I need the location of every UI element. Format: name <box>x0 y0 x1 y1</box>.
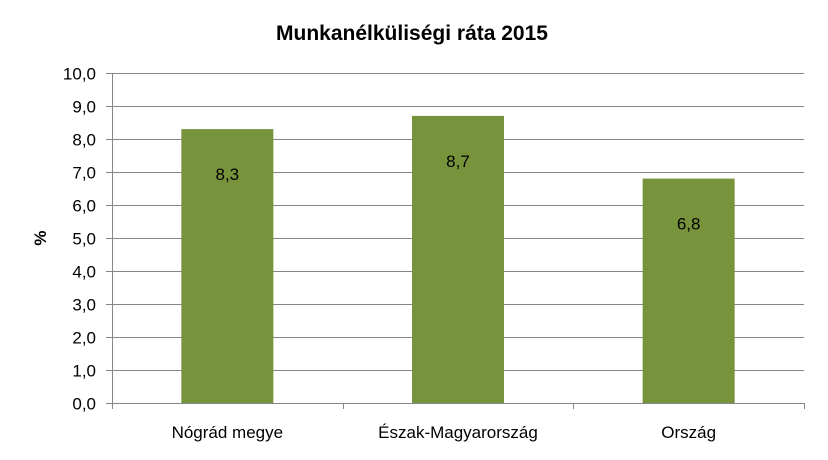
y-tick-label: 7,0 <box>72 164 96 183</box>
y-tick-label: 10,0 <box>63 65 96 84</box>
y-tick-label: 6,0 <box>72 197 96 216</box>
x-tick-label: Ország <box>661 423 716 442</box>
y-tick-labels: 0,0 1,0 2,0 3,0 4,0 5,0 6,0 7,0 8,0 9,0 10,0 <box>63 65 96 414</box>
y-tick-label: 9,0 <box>72 98 96 117</box>
data-labels: 8,3 8,7 6,8 <box>216 152 701 234</box>
y-tick-label: 4,0 <box>72 263 96 282</box>
x-tick-labels: Nógrád megye Észak-Magyarország Ország <box>172 423 716 442</box>
bar <box>412 115 504 404</box>
y-tick-label: 0,0 <box>72 395 96 414</box>
y-tick-label: 3,0 <box>72 296 96 315</box>
bar <box>642 178 735 403</box>
y-tick-label: 8,0 <box>72 131 96 150</box>
x-tick-label: Nógrád megye <box>172 423 284 442</box>
axes <box>106 73 805 409</box>
bars <box>181 115 735 404</box>
x-tick-label: Észak-Magyarország <box>378 423 538 442</box>
y-axis-label: % <box>31 230 50 245</box>
y-tick-label: 5,0 <box>72 230 96 249</box>
bar <box>181 129 274 403</box>
data-label: 8,3 <box>216 165 240 184</box>
data-label: 6,8 <box>677 215 701 234</box>
y-tick-label: 1,0 <box>72 362 96 381</box>
chart-title: Munkanélküliségi ráta 2015 <box>276 22 548 45</box>
y-tick-label: 2,0 <box>72 329 96 348</box>
data-label: 8,7 <box>446 152 470 171</box>
